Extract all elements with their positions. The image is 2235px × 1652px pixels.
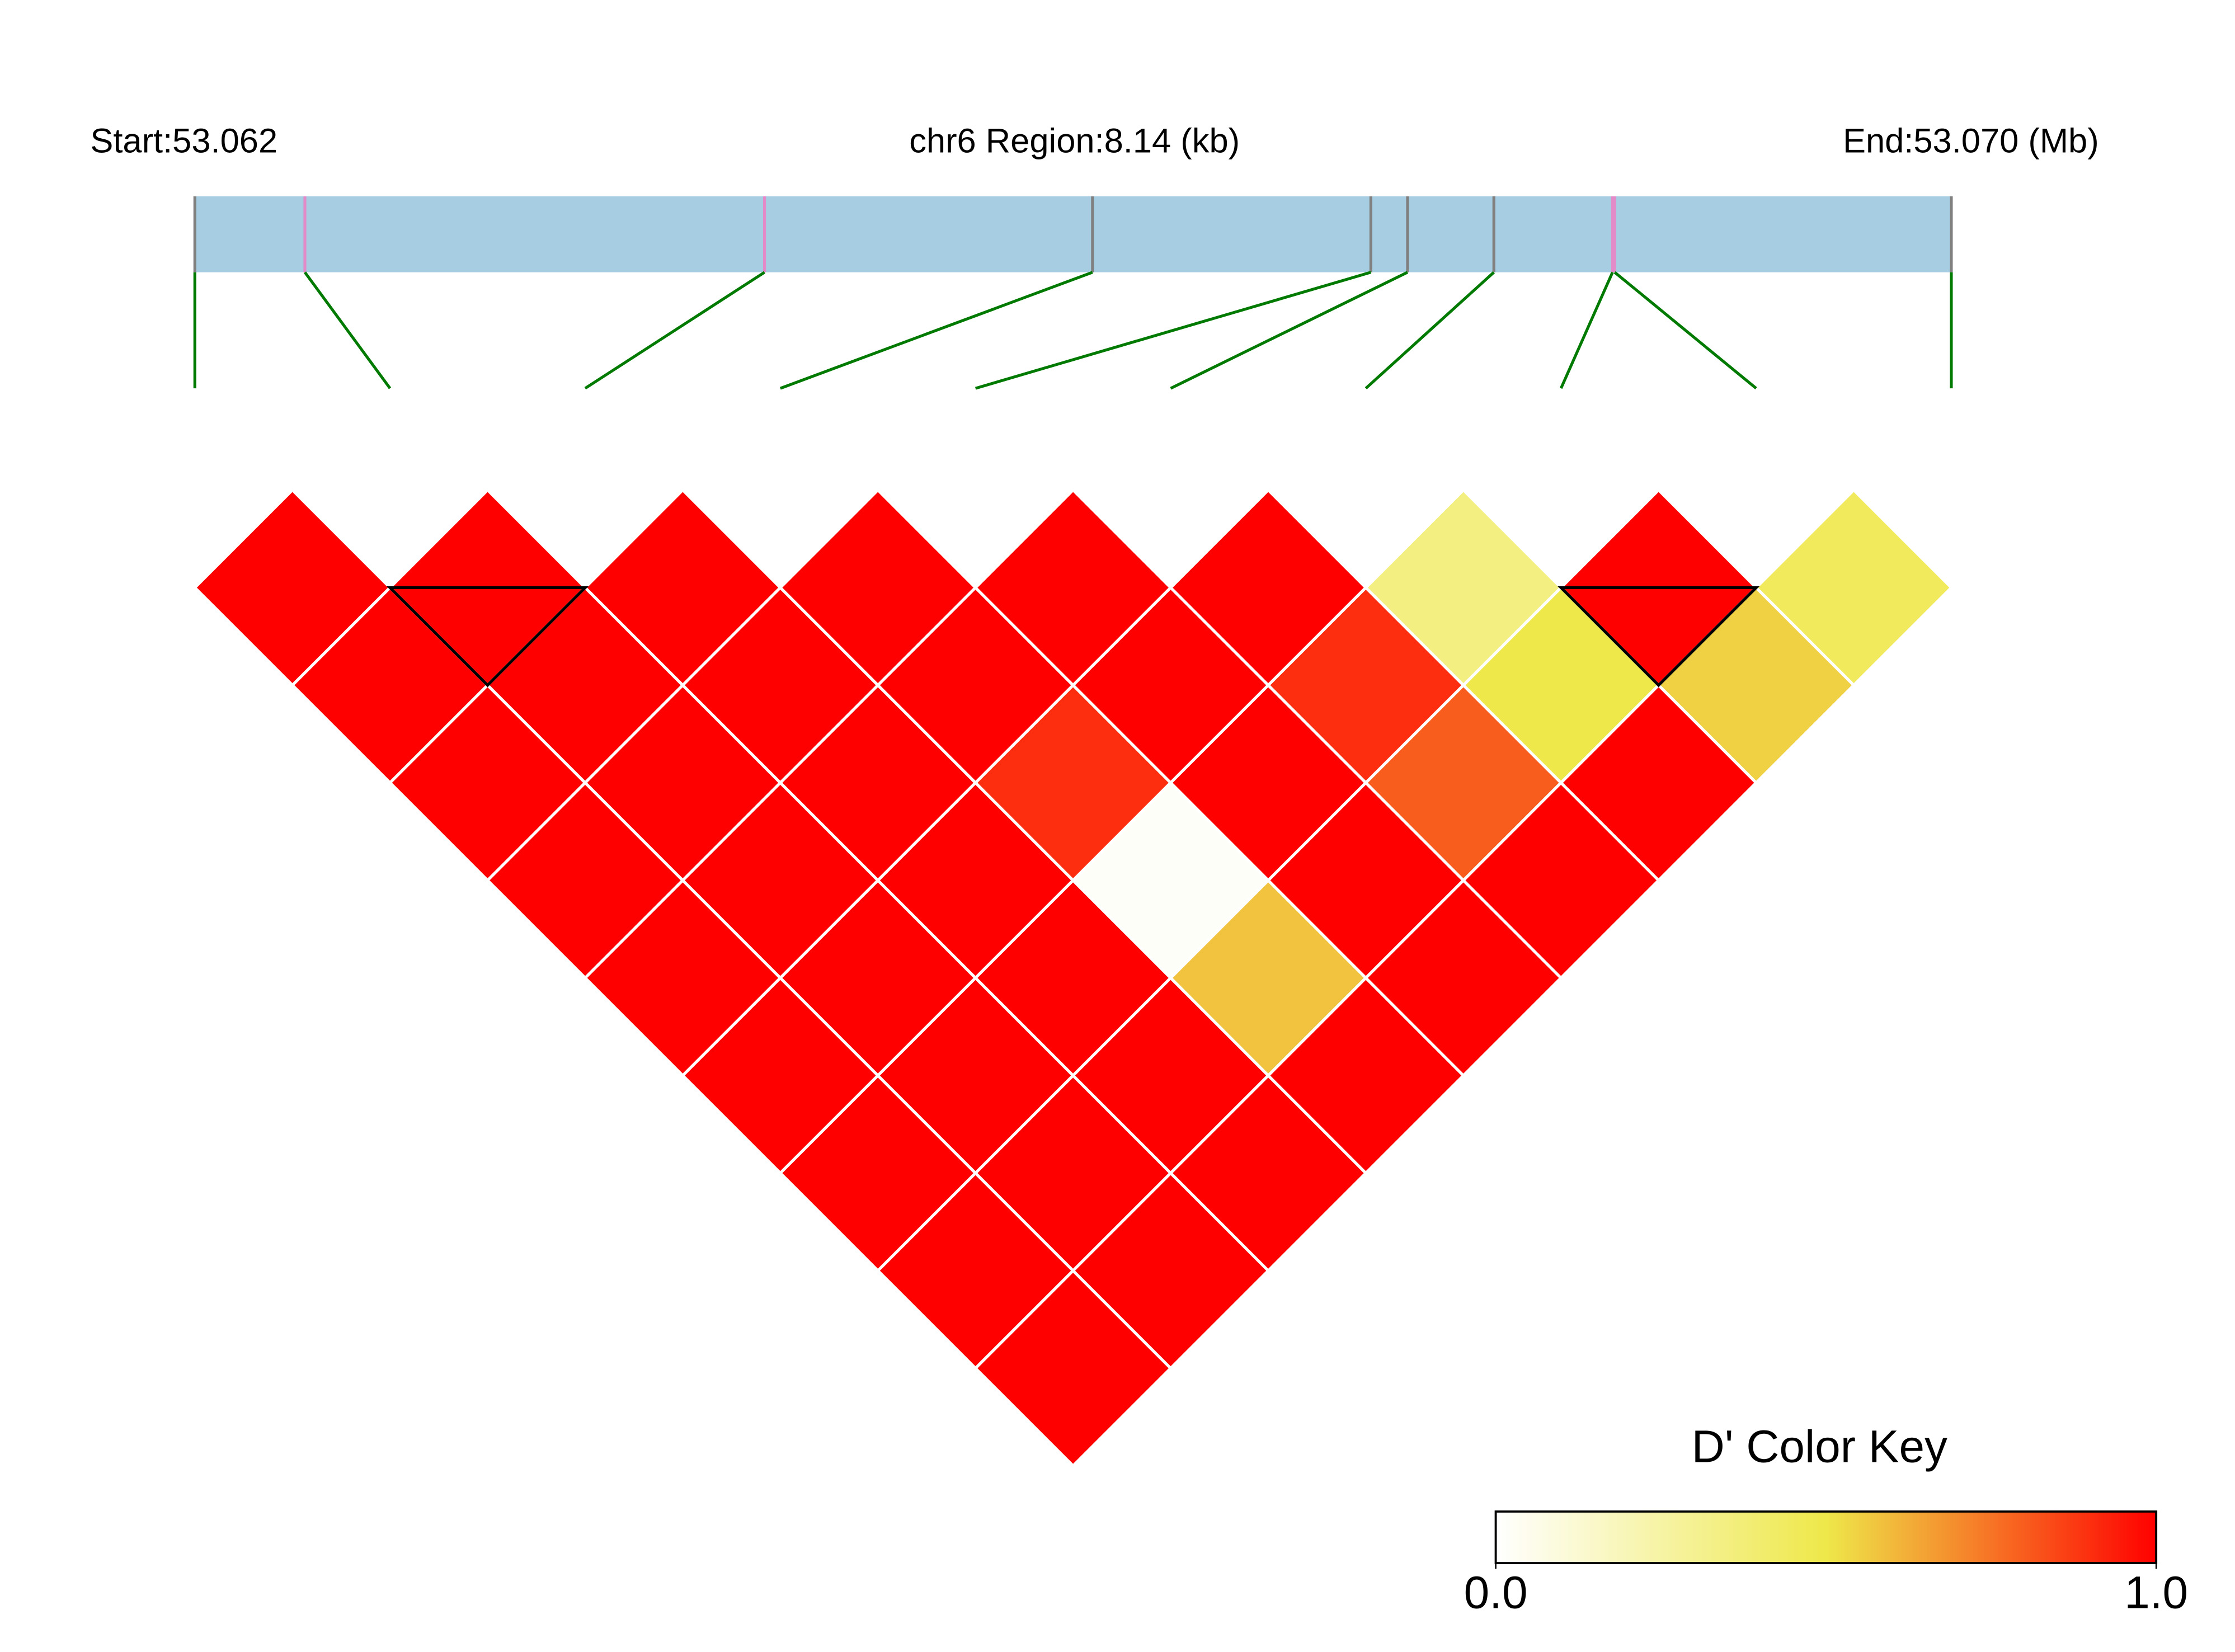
colorbar bbox=[1494, 1510, 2158, 1565]
snp-connector bbox=[1170, 271, 1409, 390]
snp-connector bbox=[303, 271, 392, 389]
snp-connector bbox=[975, 271, 1372, 390]
region-label: chr6 Region:8.14 (kb) bbox=[909, 121, 1240, 160]
region-bar bbox=[195, 196, 1951, 272]
end-label: End:53.070 (Mb) bbox=[1843, 121, 2099, 160]
snp-connector bbox=[779, 271, 1093, 390]
ld-block bbox=[386, 586, 589, 688]
colorbar-tick-label: 0.0 bbox=[1464, 1568, 1528, 1618]
ld-cell bbox=[1754, 488, 1954, 688]
start-label: Start:53.062 bbox=[90, 121, 277, 160]
snp-connector bbox=[1559, 271, 1614, 389]
colorbar-title: D' Color Key bbox=[1692, 1421, 1947, 1472]
colorbar-tick-label: 1.0 bbox=[2124, 1568, 2188, 1618]
ld-block bbox=[1558, 586, 1760, 688]
snp-connector bbox=[1613, 271, 1757, 390]
snp-connector bbox=[584, 271, 765, 390]
snp-connector bbox=[1364, 271, 1495, 390]
